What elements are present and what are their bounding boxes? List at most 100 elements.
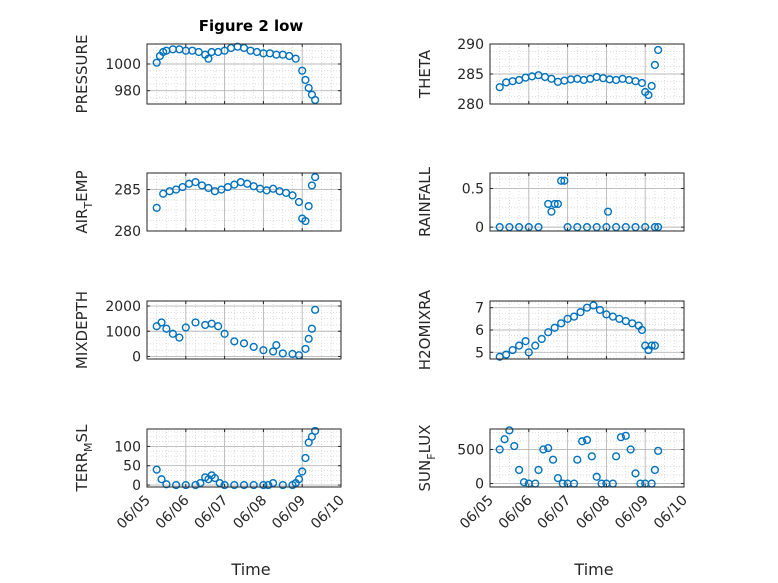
data-point [560, 176, 569, 185]
y-tick-label: 2000 [105, 299, 141, 315]
data-point [181, 323, 190, 332]
data-point [264, 480, 273, 490]
data-point [524, 348, 533, 357]
data-point [301, 75, 310, 85]
data-point [616, 433, 626, 442]
data-point [291, 54, 300, 63]
axes-background [147, 429, 341, 487]
y-tick-label: 7 [475, 301, 484, 317]
data-point [214, 322, 223, 331]
data-point [220, 480, 229, 490]
data-point [204, 54, 213, 63]
data-point [592, 472, 601, 481]
data-point [269, 347, 278, 356]
data-point [298, 66, 307, 75]
y-tick-label: 0 [132, 349, 141, 365]
x-tick-label: 06/08 [230, 493, 270, 533]
x-axis-label: Time [230, 560, 270, 579]
y-axis-label: H2OMIXRA [416, 289, 434, 370]
data-point [307, 324, 317, 333]
y-tick-label: 285 [114, 183, 141, 199]
data-point [272, 341, 281, 350]
subplot-2: 280 285 290 THETA [416, 37, 685, 113]
data-point [304, 334, 313, 343]
data-point [505, 426, 514, 435]
axes-box [146, 428, 342, 488]
x-tick-label: 06/10 [651, 493, 691, 533]
axes-box [489, 172, 685, 232]
data-point [531, 341, 540, 350]
data-point [521, 337, 530, 346]
data-point [249, 480, 258, 490]
subplot-4: 0 0.5 RAINFALL [416, 166, 685, 237]
data-point [278, 480, 287, 490]
x-tick-label: 06/07 [535, 493, 575, 533]
data-point [547, 74, 556, 83]
data-point [288, 191, 297, 200]
data-point [259, 480, 268, 490]
axes-box [489, 428, 685, 488]
subplot-3: 280 285 AIRTEMP [73, 170, 342, 240]
data-point [544, 328, 553, 337]
data-point [204, 183, 213, 193]
data-point [582, 435, 592, 445]
data-point [611, 452, 621, 461]
data-point [191, 480, 200, 490]
y-axis-label: TERRMSL [73, 424, 95, 493]
data-point [298, 467, 307, 476]
data-point [550, 199, 559, 209]
x-tick-label: 06/05 [114, 493, 154, 533]
data-point [514, 465, 524, 475]
data-point [637, 78, 647, 88]
data-point [550, 323, 559, 332]
data-point [495, 445, 504, 454]
y-axis-label: THETA [416, 49, 434, 99]
data-point [500, 435, 509, 444]
subplot-6: 5 6 7 H2OMIXRA [416, 289, 685, 370]
y-axis-label: PRESSURE [73, 35, 91, 114]
data-point [294, 197, 304, 207]
data-point [514, 341, 524, 350]
data-point [311, 426, 320, 436]
y-tick-label: 0 [475, 477, 484, 493]
data-point [220, 329, 229, 338]
x-tick-label: 06/09 [269, 493, 309, 533]
data-point [259, 346, 268, 355]
data-point [519, 478, 529, 487]
data-point [557, 319, 566, 328]
data-point [162, 324, 171, 333]
data-point [294, 475, 304, 484]
data-point [495, 83, 504, 92]
data-point [307, 181, 317, 190]
data-point [304, 83, 313, 93]
y-tick-label: 0.5 [462, 181, 484, 197]
data-point [152, 203, 161, 212]
data-point [650, 341, 660, 350]
data-point [553, 474, 563, 483]
data-point [626, 445, 635, 454]
y-axis-label: AIRTEMP [73, 170, 95, 233]
x-tick-label: 06/09 [612, 493, 652, 533]
data-point [650, 60, 660, 70]
data-point [534, 465, 543, 475]
y-axis-label: SUNFLUX [416, 425, 438, 492]
y-tick-label: 5 [475, 345, 484, 361]
data-point [587, 452, 596, 461]
data-point [304, 202, 313, 211]
y-tick-label: 1000 [105, 324, 141, 340]
x-axis-label-left: Time [230, 560, 270, 579]
data-point [647, 81, 656, 91]
x-axis-label-right: Time [573, 560, 613, 579]
data-point [557, 176, 566, 185]
data-point [502, 350, 511, 359]
y-tick-label: 0 [132, 478, 141, 494]
data-point [547, 207, 556, 216]
data-point [311, 173, 320, 182]
y-axis-label: RAINFALL [416, 166, 434, 237]
data-point [650, 465, 660, 475]
x-tick-label: 06/10 [308, 493, 348, 533]
axes-box [146, 43, 342, 105]
data-point [644, 90, 653, 100]
